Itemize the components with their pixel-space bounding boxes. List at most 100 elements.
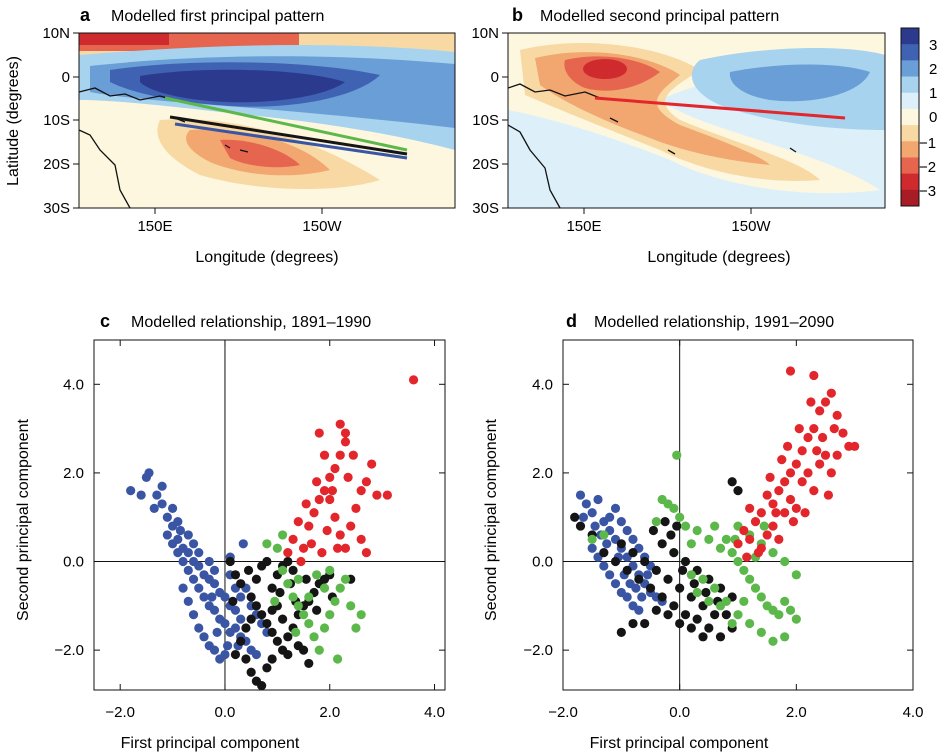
scatter-point-green	[309, 632, 319, 642]
scatter-point-red	[782, 441, 793, 451]
scatter-point-blue	[220, 649, 230, 660]
scatter-point-red	[335, 530, 345, 540]
coastline-b	[508, 83, 797, 208]
scatter-point-green	[780, 596, 790, 606]
colorbar-label-neg3: −3	[919, 183, 936, 200]
scatter-point-red	[288, 534, 298, 544]
scatter-point-red	[820, 397, 831, 407]
lat-tick-10n: 10N	[42, 25, 70, 42]
panel-b-lat-ticks: 10N 0 10S 20S 30S	[471, 25, 508, 217]
colorbar-labels: 3 2 1 0 −1 −2 −3	[919, 37, 937, 200]
scatter-point-red	[832, 450, 842, 460]
scatter-point-red	[296, 556, 306, 567]
colorbar-cells	[901, 28, 919, 207]
scatter-point-red	[325, 494, 335, 505]
lat-tick-30s: 30S	[43, 200, 70, 217]
scatter-point-green	[745, 574, 755, 584]
y-tick-label: 4.0	[532, 376, 553, 393]
scatter-point-red	[785, 366, 796, 376]
scatter-point-blue	[587, 508, 597, 518]
scatter-point-green	[262, 539, 272, 549]
scatter-point-black	[721, 610, 731, 620]
scatter-point-black	[228, 596, 238, 606]
scatter-point-red	[806, 397, 816, 407]
scatter-point-red	[780, 477, 790, 487]
scatter-point-blue	[199, 632, 209, 642]
scatter-point-black	[675, 618, 685, 629]
scatter-point-green	[288, 592, 298, 602]
panel-c-frame	[93, 339, 446, 691]
scatter-point-red	[826, 468, 836, 478]
scatter-point-black	[675, 583, 685, 593]
panel-a-lat-ticks: 10N 0 10S 20S 30S	[42, 25, 79, 217]
lat-tick-10s: 10S	[472, 112, 499, 129]
scatter-point-blue	[136, 490, 146, 500]
panel-a-lon-ticks: 150E 150W	[137, 208, 342, 235]
panel-a-xlabel: Longitude (degrees)	[195, 249, 338, 266]
scatter-point-blue	[590, 521, 600, 531]
scatter-point-black	[698, 632, 708, 642]
colorbar-cell	[901, 76, 919, 94]
scatter-point-red	[785, 494, 796, 505]
scatter-point-red	[322, 525, 332, 536]
scatter-point-green	[651, 517, 661, 527]
scatter-point-green	[319, 583, 330, 593]
scatter-point-red	[742, 552, 752, 562]
scatter-point-red	[753, 548, 764, 558]
scatter-point-red	[346, 521, 356, 531]
scatter-point-black	[651, 565, 661, 575]
scatter-point-green	[293, 574, 303, 584]
colorbar-label-2: 2	[929, 61, 937, 78]
scatter-point-red	[809, 486, 819, 496]
scatter-point-red	[762, 490, 772, 500]
scatter-point-blue	[230, 623, 241, 633]
scatter-point-green	[791, 570, 801, 580]
scatter-point-blue	[167, 503, 178, 513]
scatter-point-red	[330, 463, 340, 474]
scatter-point-blue	[178, 583, 188, 593]
scatter-point-black	[669, 548, 679, 558]
scatter-point-black	[262, 663, 272, 673]
scatter-point-blue	[188, 610, 199, 620]
scatter-point-blue	[637, 592, 647, 602]
scatter-point-red	[812, 446, 822, 456]
scatter-point-black	[225, 556, 235, 567]
scatter-point-black	[622, 565, 632, 575]
scatter-point-green	[304, 592, 314, 602]
scatter-point-blue	[209, 605, 220, 615]
scatter-point-blue	[183, 530, 193, 540]
scatter-point-black	[628, 548, 638, 558]
scatter-point-blue	[207, 592, 217, 602]
scatter-point-black	[283, 556, 293, 567]
scatter-point-red	[797, 446, 807, 456]
y-tick-label: 2.0	[63, 465, 84, 482]
x-tick-label: 2.0	[319, 704, 340, 721]
scatter-point-green	[675, 512, 685, 522]
panel-c-xlabel: First principal component	[121, 735, 300, 752]
scatter-point-blue	[209, 579, 220, 589]
panel-d-title: Modelled relationship, 1991–2090	[594, 314, 834, 331]
scatter-point-black	[262, 618, 272, 629]
scatter-point-red	[314, 428, 324, 438]
scatter-point-black	[283, 632, 293, 642]
scatter-point-red	[791, 503, 801, 513]
scatter-point-green	[768, 548, 778, 558]
scatter-point-blue	[152, 490, 162, 500]
colorbar-cell	[901, 44, 919, 61]
scatter-point-red	[298, 543, 309, 553]
x-tick-label: 2.0	[786, 704, 807, 721]
scatter-point-red	[382, 490, 392, 500]
scatter-point-blue	[599, 561, 609, 571]
scatter-point-red	[809, 370, 819, 381]
scatter-point-green	[277, 530, 288, 540]
x-tick-label: 4.0	[424, 704, 445, 721]
scatter-point-black	[283, 649, 293, 660]
scatter-point-black	[663, 574, 673, 584]
scatter-point-black	[301, 574, 311, 584]
scatter-point-blue	[188, 539, 199, 549]
scatter-point-red	[838, 428, 848, 438]
scatter-point-black	[251, 574, 262, 584]
scatter-point-red	[823, 490, 834, 500]
scatter-c: −2.0 0.0 2.0 4.0 4.0 2.0 0.0 −2.0	[54, 340, 445, 721]
field-neg-south-peak	[220, 139, 300, 168]
